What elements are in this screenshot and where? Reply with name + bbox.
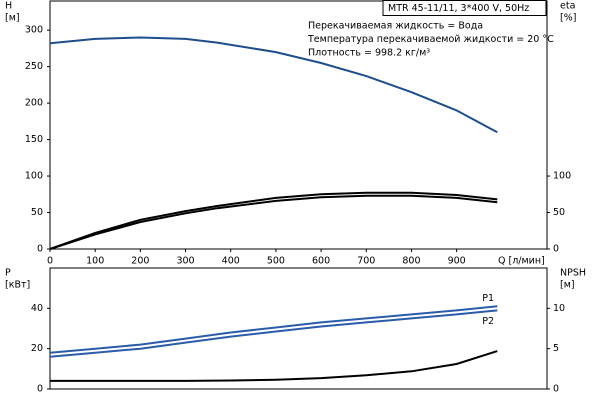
- y2-tick-label: 100: [553, 171, 571, 182]
- series-line: [50, 350, 498, 382]
- y-axis-label: H: [5, 1, 12, 12]
- x-tick-label: 100: [86, 256, 104, 267]
- series-label: P1: [482, 293, 494, 304]
- info-box: [382, 0, 547, 16]
- series-line: [49, 305, 498, 354]
- y2-tick-label: 0: [553, 244, 559, 255]
- series-line: [49, 191, 498, 250]
- x-tick-label: 200: [131, 256, 149, 267]
- x-axis-label: Q [л/мин]: [498, 256, 545, 267]
- series-line: [49, 194, 498, 250]
- y2-axis-label: [м]: [560, 280, 575, 291]
- info-box-text: MTR 45-11/11, 3*400 V, 50Hz: [388, 3, 529, 14]
- y-tick-label: 0: [37, 384, 43, 395]
- x-tick-label: 500: [267, 256, 285, 267]
- x-tick-label: 600: [312, 256, 330, 267]
- y-axis-label: [м]: [5, 13, 20, 24]
- x-tick-label: 400: [222, 256, 240, 267]
- y-axis-label: P: [5, 268, 11, 279]
- x-tick-label: 0: [47, 256, 53, 267]
- series-label: P2: [482, 316, 494, 327]
- series-line: [49, 309, 498, 358]
- series-line: [49, 36, 498, 134]
- y-tick-label: 250: [25, 61, 43, 72]
- x-tick-label: 300: [176, 256, 194, 267]
- y2-axis-label: [%]: [560, 13, 576, 24]
- annotation: Температура перекачиваемой жидкости = 20…: [307, 34, 554, 45]
- x-tick-label: 900: [448, 256, 466, 267]
- plot-frame: [49, 267, 548, 390]
- y2-axis-label: NPSH: [560, 268, 586, 279]
- annotation: Перекачиваемая жидкость = Вода: [308, 21, 483, 32]
- annotation: Плотность = 998.2 кг/м³: [308, 48, 430, 59]
- y-tick-label: 200: [25, 98, 43, 109]
- y-tick-label: 300: [25, 25, 43, 36]
- y2-axis-label: eta: [560, 1, 575, 12]
- y2-tick-label: 50: [553, 207, 565, 218]
- y-tick-label: 100: [25, 171, 43, 182]
- y2-tick-label: 5: [553, 343, 559, 354]
- y2-tick-label: 10: [553, 303, 565, 314]
- y-tick-label: 150: [25, 134, 43, 145]
- y-tick-label: 0: [37, 244, 43, 255]
- x-tick-label: 800: [402, 256, 420, 267]
- y-tick-label: 40: [31, 303, 43, 314]
- plot-frame: [49, 0, 548, 250]
- y-axis-label: [кВт]: [5, 280, 30, 291]
- x-tick-label: 700: [357, 256, 375, 267]
- y2-tick-label: 0: [553, 384, 559, 395]
- y-tick-label: 50: [31, 207, 43, 218]
- y-tick-label: 20: [31, 343, 43, 354]
